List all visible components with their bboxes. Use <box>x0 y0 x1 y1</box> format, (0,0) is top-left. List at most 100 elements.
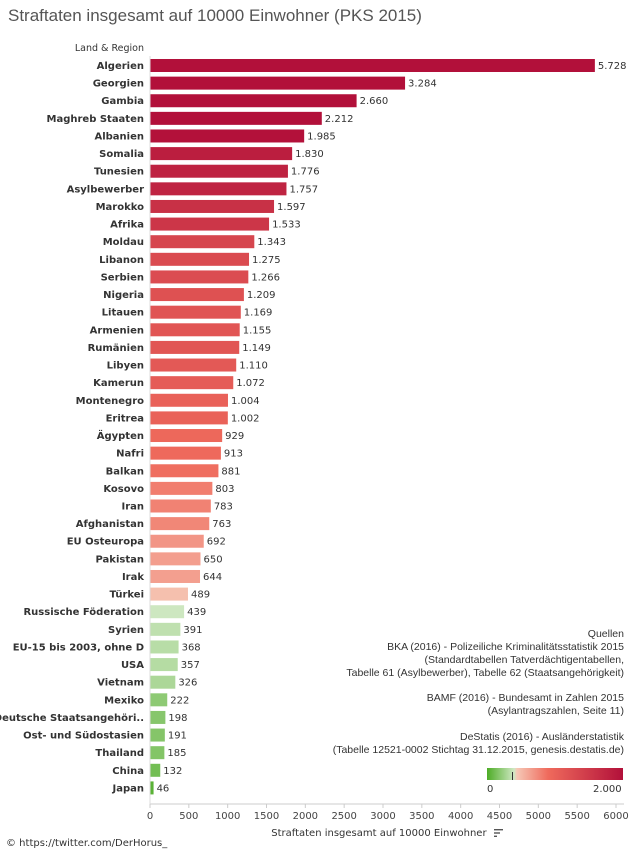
value-label: 644 <box>203 572 222 583</box>
bar[interactable] <box>150 199 275 213</box>
bar[interactable] <box>150 358 237 372</box>
bar[interactable] <box>150 728 165 742</box>
category-label: Libanon <box>99 255 144 266</box>
bar[interactable] <box>150 499 211 513</box>
category-label: Marokko <box>96 202 145 213</box>
value-label: 1.149 <box>242 343 271 354</box>
source-line: (Asylantragszahlen, Seite 11) <box>487 705 624 717</box>
category-label: Eritrea <box>106 413 144 424</box>
bar[interactable] <box>150 94 357 108</box>
value-label: 1.072 <box>236 378 265 389</box>
category-label: Georgien <box>93 79 144 90</box>
category-label: Japan <box>112 783 145 794</box>
sort-icon[interactable] <box>493 829 503 837</box>
category-label: Vietnam <box>97 678 144 689</box>
value-label: 5.728 <box>598 61 627 72</box>
bar[interactable] <box>150 781 154 795</box>
value-label: 1.533 <box>272 220 301 231</box>
bar[interactable] <box>150 111 322 125</box>
bar[interactable] <box>150 76 406 90</box>
value-label: 198 <box>168 713 187 724</box>
value-label: 1.155 <box>243 325 272 336</box>
value-label: 132 <box>163 766 182 777</box>
x-tick-label: 500 <box>179 811 198 822</box>
bar[interactable] <box>150 552 201 566</box>
category-label: Maghreb Staaten <box>47 114 145 125</box>
category-label: Kosovo <box>103 484 144 495</box>
value-label: 3.284 <box>408 79 437 90</box>
bar[interactable] <box>150 340 240 354</box>
bar[interactable] <box>150 569 201 583</box>
bar[interactable] <box>150 446 221 460</box>
sources-heading: Quellen BKA (2016) - Polizeiliche Krimin… <box>346 628 624 680</box>
x-axis-title-wrap: Straftaten insgesamt auf 10000 Einwohner <box>150 828 624 839</box>
bar[interactable] <box>150 675 176 689</box>
x-tick-label: 4500 <box>487 811 512 822</box>
category-label: Türkei <box>109 590 144 601</box>
bar[interactable] <box>150 59 595 72</box>
bar[interactable] <box>150 710 166 724</box>
value-label: 692 <box>207 537 226 548</box>
value-label: 1.830 <box>295 149 324 160</box>
category-label: Irak <box>122 572 144 583</box>
bar[interactable] <box>150 534 204 548</box>
category-label: USA <box>121 660 144 671</box>
credit-text[interactable]: © https://twitter.com/DerHorus_ <box>6 838 168 849</box>
category-label: Nigeria <box>103 290 144 301</box>
x-tick-label: 2000 <box>293 811 318 822</box>
value-label: 1.343 <box>257 237 286 248</box>
bar[interactable] <box>150 693 168 707</box>
bar[interactable] <box>150 605 185 619</box>
category-label: Algerien <box>97 61 144 72</box>
bar[interactable] <box>150 305 241 319</box>
category-header: Land & Region <box>75 43 144 54</box>
bar[interactable] <box>150 270 249 284</box>
bar[interactable] <box>150 323 240 337</box>
bar[interactable] <box>150 129 305 143</box>
category-label: Pakistan <box>96 554 145 565</box>
value-label: 191 <box>168 731 187 742</box>
bar[interactable] <box>150 393 228 407</box>
value-label: 1.275 <box>252 255 281 266</box>
category-label: Kamerun <box>93 378 144 389</box>
source-line: BAMF (2016) - Bundesamt in Zahlen 2015 <box>426 692 624 704</box>
bar[interactable] <box>150 622 181 636</box>
x-tick-label: 1000 <box>215 811 240 822</box>
category-label: Balkan <box>106 466 144 477</box>
bar[interactable] <box>150 252 250 266</box>
bar[interactable] <box>150 763 161 777</box>
category-label: China <box>112 766 144 777</box>
value-label: 803 <box>215 484 234 495</box>
source-destatis: DeStatis (2016) - Ausländerstatistik (Ta… <box>333 731 624 757</box>
bar[interactable] <box>150 288 244 302</box>
bar[interactable] <box>150 481 213 495</box>
bar[interactable] <box>150 235 255 249</box>
bar[interactable] <box>150 217 270 231</box>
value-label: 1.169 <box>244 308 273 319</box>
value-label: 357 <box>181 660 200 671</box>
bar[interactable] <box>150 147 293 161</box>
x-axis-title: Straftaten insgesamt auf 10000 Einwohner <box>271 828 487 839</box>
category-label: Rumänien <box>88 343 144 354</box>
bar[interactable] <box>150 464 219 478</box>
bar[interactable] <box>150 746 165 760</box>
value-label: 913 <box>224 449 243 460</box>
bar[interactable] <box>150 429 223 443</box>
source-line: (Standardtabellen Tatverdächtigentabelle… <box>424 654 624 666</box>
bar[interactable] <box>150 164 288 178</box>
value-label: 1.776 <box>291 167 320 178</box>
value-label: 326 <box>178 678 197 689</box>
value-label: 2.212 <box>325 114 354 125</box>
bar[interactable] <box>150 411 228 425</box>
bar[interactable] <box>150 658 178 672</box>
bar[interactable] <box>150 640 179 654</box>
value-label: 929 <box>225 431 244 442</box>
category-label: EU-15 bis 2003, ohne D <box>13 642 144 653</box>
category-label: EU Osteuropa <box>67 537 144 548</box>
bar[interactable] <box>150 376 234 390</box>
bar[interactable] <box>150 182 287 196</box>
bar[interactable] <box>150 587 188 601</box>
bar[interactable] <box>150 517 210 531</box>
value-label: 1.004 <box>231 396 260 407</box>
x-tick-label: 0 <box>147 811 153 822</box>
